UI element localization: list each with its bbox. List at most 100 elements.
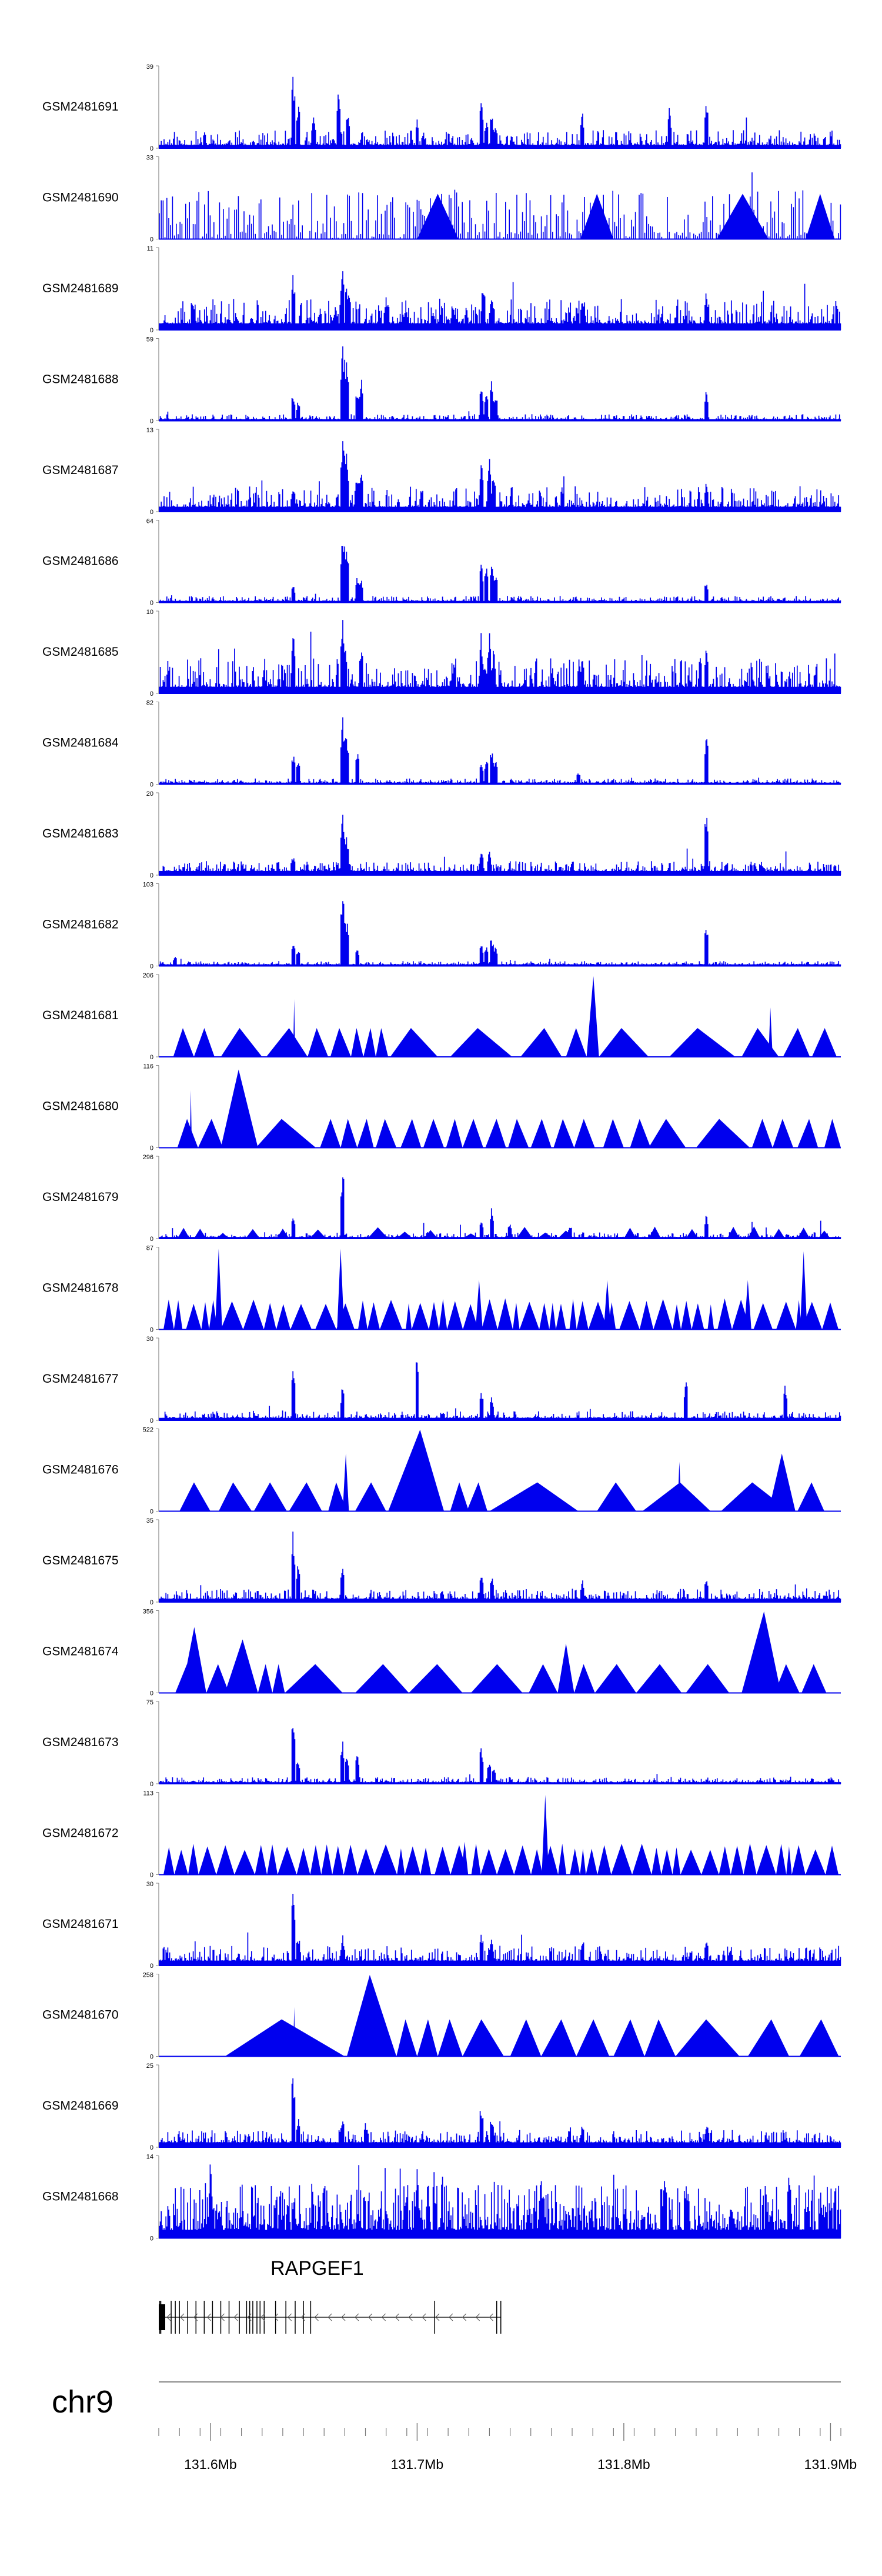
strand-arrow	[422, 2313, 426, 2321]
coverage-signal	[159, 2078, 841, 2147]
track-label: GSM2481686	[42, 555, 119, 568]
coverage-triangle	[437, 2019, 463, 2057]
coverage-triangle	[405, 1846, 420, 1875]
coverage-triangle	[462, 1233, 479, 1239]
coverage-triangle	[707, 1304, 714, 1330]
coverage-peak	[748, 1850, 756, 1875]
coverage-triangle	[747, 1226, 760, 1239]
coverage-triangle	[514, 1845, 532, 1875]
coverage-triangle	[216, 1845, 235, 1875]
y-tick-label-max: 113	[143, 1790, 153, 1797]
coverage-peak	[337, 1249, 345, 1330]
coverage-triangle	[773, 1119, 794, 1148]
coverage-triangle	[368, 1302, 380, 1330]
y-tick-label-max: 20	[146, 790, 153, 798]
coverage-triangle	[181, 1627, 206, 1693]
coverage-triangle	[489, 1482, 579, 1511]
coverage-triangle	[675, 2019, 740, 2057]
coverage-triangle	[632, 1844, 652, 1875]
coverage-triangle	[576, 1301, 589, 1330]
coverage-triangle	[480, 1848, 497, 1875]
coverage-triangle	[773, 1229, 786, 1239]
coverage-triangle	[293, 999, 295, 1057]
coverage-triangle	[177, 1227, 190, 1239]
y-tick-label-min: 0	[150, 327, 153, 334]
y-tick-label-max: 258	[143, 1972, 153, 1979]
coverage-triangle	[717, 1298, 732, 1330]
coverage-triangle	[355, 1482, 386, 1511]
coverage-triangle	[206, 1664, 229, 1693]
track-GSM2481669: GSM2481669 25 0	[42, 2063, 841, 2151]
coverage-triangle	[824, 1119, 841, 1148]
track-label: GSM2481689	[42, 282, 119, 295]
coverage-triangle	[719, 1846, 731, 1875]
coverage-triangle	[539, 1303, 550, 1330]
x-tick-label: 131.7Mb	[391, 2457, 444, 2472]
y-tick-label-min: 0	[150, 1327, 153, 1334]
coverage-triangle	[276, 1304, 290, 1330]
coverage-triangle	[350, 1028, 363, 1057]
coverage-triangle	[330, 1028, 351, 1057]
coverage-triangle	[769, 1007, 773, 1057]
y-tick-label-max: 87	[146, 1245, 153, 1252]
track-GSM2481675: GSM2481675 35 0	[42, 1517, 841, 1606]
coverage-triangle	[188, 1843, 199, 1875]
coverage-triangle	[556, 1303, 566, 1330]
coverage-triangle	[613, 2019, 645, 2057]
coverage-peak	[475, 1280, 483, 1330]
coverage-triangle	[267, 1844, 278, 1875]
coverage-triangle	[756, 1845, 776, 1875]
coverage-signal	[159, 1362, 841, 1420]
coverage-triangle	[519, 1302, 540, 1330]
coverage-triangle	[186, 1303, 202, 1330]
coverage-triangle	[588, 1302, 608, 1330]
coverage-triangle	[801, 1664, 827, 1693]
genome-axis: chr9 131.6Mb 131.7Mb 131.8Mb 131.9Mb	[52, 2381, 857, 2472]
coverage-triangle	[741, 1028, 779, 1057]
coverage-triangle	[396, 1232, 413, 1239]
y-tick-label-min: 0	[150, 1236, 153, 1243]
track-GSM2481674: GSM2481674 356 0	[42, 1609, 841, 1697]
coverage-signal	[159, 271, 841, 330]
strand-arrow	[274, 2313, 279, 2321]
coverage-triangle	[374, 1844, 397, 1875]
coverage-triangle	[730, 1846, 744, 1875]
coverage-triangle	[429, 1302, 439, 1330]
coverage-triangle	[497, 1298, 513, 1330]
track-label: GSM2481685	[42, 645, 119, 659]
strand-arrow	[287, 2313, 292, 2321]
coverage-triangle	[799, 2019, 839, 2057]
coverage-triangle	[355, 1664, 409, 1693]
coverage-triangle	[574, 1664, 595, 1693]
coverage-peak	[542, 1794, 549, 1875]
track-GSM2481671: GSM2481671 30 0	[42, 1881, 841, 1970]
coverage-triangle	[580, 193, 614, 239]
track-label: GSM2481672	[42, 1827, 119, 1840]
coverage-triangle	[278, 1847, 297, 1875]
track-GSM2481686: GSM2481686 64 0	[42, 518, 841, 607]
coverage-triangle	[390, 1028, 438, 1057]
track-GSM2481683: GSM2481683 20 0	[42, 790, 841, 879]
gene-exon-block	[159, 2304, 165, 2330]
coverage-triangle	[677, 1461, 682, 1511]
strand-arrow	[368, 2313, 373, 2321]
coverage-triangle	[320, 1119, 341, 1148]
coverage-triangle	[776, 1844, 787, 1875]
coverage-triangle	[357, 1119, 374, 1148]
track-label: GSM2481674	[42, 1645, 119, 1659]
coverage-triangle	[818, 1230, 831, 1239]
coverage-triangle	[541, 2019, 577, 2057]
coverage-triangle	[791, 1845, 806, 1875]
coverage-triangle	[811, 1028, 837, 1057]
y-tick-label-max: 64	[146, 518, 153, 525]
y-tick-label-min: 0	[150, 782, 153, 789]
coverage-triangle	[332, 1846, 344, 1875]
y-tick-label-min: 0	[150, 1417, 153, 1424]
coverage-signal	[159, 1894, 841, 1966]
coverage-triangle	[193, 1028, 215, 1057]
coverage-triangle	[549, 1303, 556, 1330]
coverage-triangle	[396, 2019, 417, 2057]
track-GSM2481684: GSM2481684 82 0	[42, 700, 841, 789]
coverage-triangle	[574, 1119, 595, 1148]
